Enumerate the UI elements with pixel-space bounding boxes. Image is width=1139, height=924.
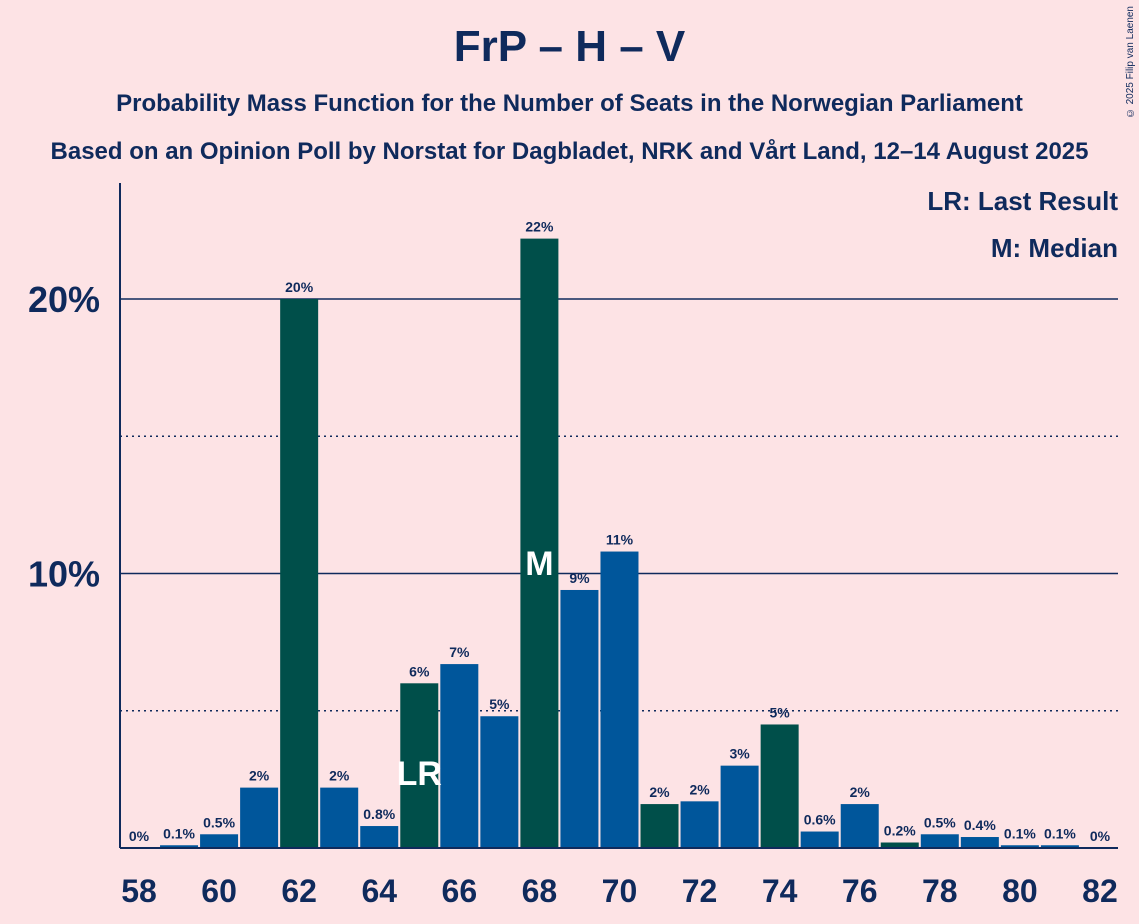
x-tick-label: 80	[1002, 873, 1038, 909]
bar-76	[840, 804, 879, 848]
data-label-72: 2%	[689, 781, 710, 797]
bar-71	[640, 804, 679, 848]
x-tick-label: 70	[602, 873, 638, 909]
bar-67	[480, 716, 519, 848]
bar-61	[240, 787, 279, 848]
data-label-77: 0.2%	[884, 823, 916, 839]
data-label-80: 0.1%	[1004, 825, 1036, 841]
chart-source-subtitle: Based on an Opinion Poll by Norstat for …	[50, 138, 1089, 165]
bar-79	[960, 837, 999, 848]
bar-74	[760, 724, 799, 848]
bar-64	[360, 826, 399, 848]
x-tick-label: 74	[762, 873, 798, 909]
bar-66	[440, 664, 479, 848]
data-label-61: 2%	[249, 768, 270, 784]
data-label-68: 22%	[525, 219, 554, 235]
legend-median: M: Median	[990, 233, 1118, 263]
annotation-m: M	[525, 545, 553, 583]
data-label-69: 9%	[569, 570, 590, 586]
bar-68	[520, 238, 559, 849]
data-label-75: 0.6%	[804, 812, 836, 828]
x-tick-label: 72	[682, 873, 718, 909]
y-tick-label: 20%	[28, 279, 100, 320]
x-tick-label: 82	[1082, 873, 1118, 909]
chart-subtitle: Probability Mass Function for the Number…	[116, 90, 1023, 117]
data-label-65: 6%	[409, 663, 430, 679]
annotation-lr: LR	[397, 755, 442, 793]
data-label-63: 2%	[329, 768, 350, 784]
bar-62	[280, 299, 319, 848]
data-label-76: 2%	[850, 784, 871, 800]
x-tick-label: 66	[442, 873, 478, 909]
x-tick-label: 62	[281, 873, 317, 909]
data-label-67: 5%	[489, 696, 510, 712]
bar-70	[600, 551, 639, 848]
bar-81	[1040, 845, 1079, 848]
y-tick-label: 10%	[28, 554, 100, 595]
data-label-82: 0%	[1090, 828, 1111, 844]
legend-last-result: LR: Last Result	[927, 186, 1118, 216]
bar-73	[720, 765, 759, 848]
data-label-79: 0.4%	[964, 817, 996, 833]
bar-69	[560, 589, 599, 848]
x-tick-label: 76	[842, 873, 878, 909]
data-label-62: 20%	[285, 279, 314, 295]
bar-80	[1000, 845, 1039, 848]
data-label-81: 0.1%	[1044, 825, 1076, 841]
data-label-58: 0%	[129, 828, 150, 844]
bar-65	[400, 683, 439, 848]
x-tick-label: 58	[121, 873, 157, 909]
chart-title: FrP – H – V	[453, 22, 686, 71]
x-tick-label: 60	[201, 873, 237, 909]
data-label-59: 0.1%	[163, 825, 195, 841]
bar-72	[680, 801, 719, 848]
data-label-73: 3%	[729, 746, 750, 762]
x-tick-label: 78	[922, 873, 958, 909]
bar-59	[160, 845, 199, 848]
bar-63	[320, 787, 359, 848]
x-tick-label: 68	[522, 873, 558, 909]
data-label-70: 11%	[606, 532, 634, 548]
data-label-66: 7%	[449, 644, 470, 660]
data-label-60: 0.5%	[203, 814, 235, 830]
bar-60	[200, 834, 239, 848]
x-tick-label: 64	[361, 873, 397, 909]
data-label-74: 5%	[770, 704, 791, 720]
bar-75	[800, 831, 839, 848]
bar-78	[920, 834, 959, 848]
bar-77	[880, 842, 919, 848]
data-label-71: 2%	[649, 784, 670, 800]
data-label-78: 0.5%	[924, 814, 956, 830]
data-label-64: 0.8%	[363, 806, 395, 822]
